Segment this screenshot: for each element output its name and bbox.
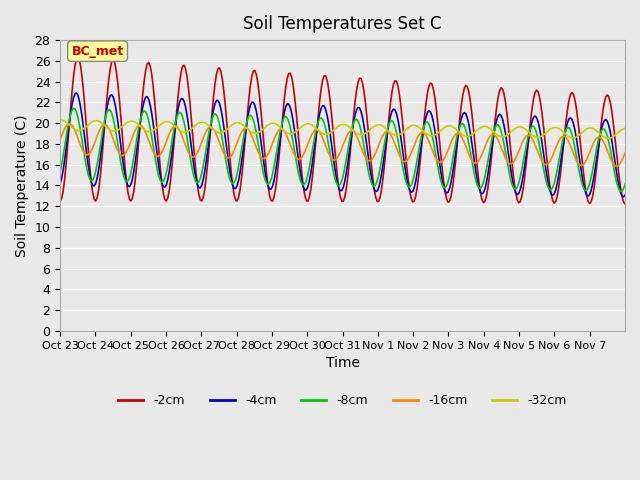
Title: Soil Temperatures Set C: Soil Temperatures Set C [243, 15, 442, 33]
Text: BC_met: BC_met [72, 45, 124, 58]
Y-axis label: Soil Temperature (C): Soil Temperature (C) [15, 114, 29, 257]
Legend: -2cm, -4cm, -8cm, -16cm, -32cm: -2cm, -4cm, -8cm, -16cm, -32cm [113, 389, 572, 412]
X-axis label: Time: Time [326, 356, 360, 370]
